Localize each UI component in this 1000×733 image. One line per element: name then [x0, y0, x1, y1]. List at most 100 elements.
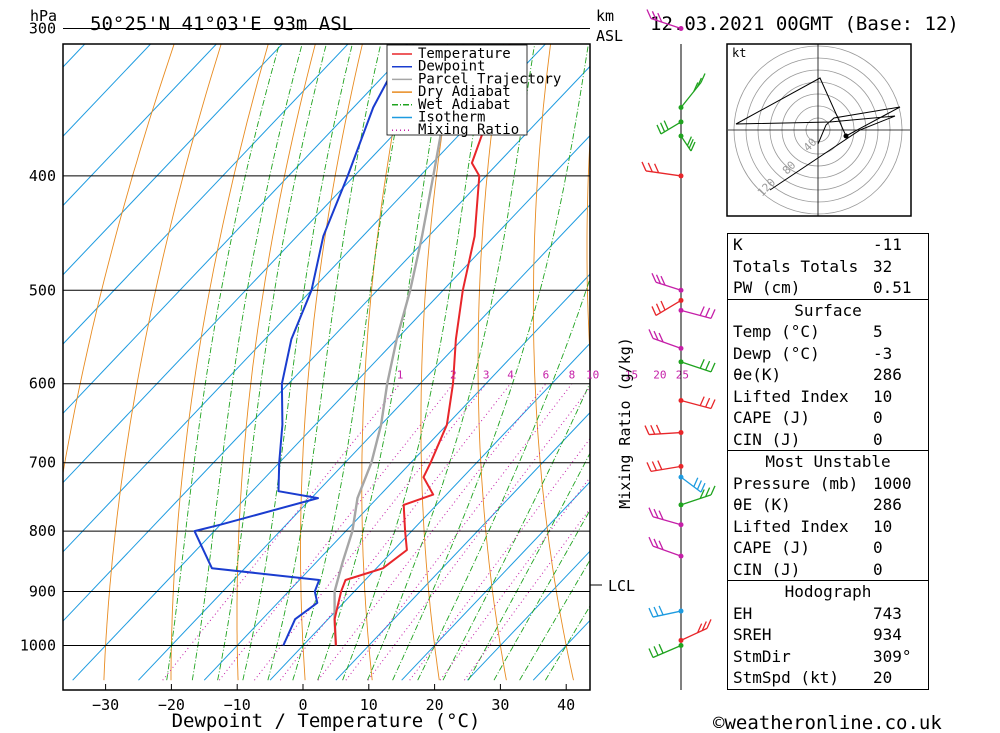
pressure-tick-label: 700: [29, 454, 56, 472]
mixing-ratio-line: [345, 383, 573, 681]
wind-barb-flag: [654, 163, 660, 173]
legend-label: Isotherm: [418, 110, 485, 126]
temperature-tick-label: −10: [224, 696, 251, 714]
row-label: EH: [733, 603, 753, 623]
wind-barb-flag: [660, 122, 666, 133]
unstable-heading: Most Unstable: [765, 452, 891, 471]
isotherm-line: [63, 44, 349, 345]
row-value: 0.51: [873, 278, 912, 297]
row-label: StmSpd (kt): [733, 668, 839, 687]
table-row: Temp (°C) 5: [728, 321, 928, 343]
wind-barb-flag: [705, 487, 711, 497]
legend-label: Dry Adiabat: [418, 84, 511, 100]
wind-barb: [652, 644, 682, 659]
row-value: -3: [873, 343, 893, 363]
wind-barb-flag: [693, 477, 699, 488]
pressure-tick-label: 300: [29, 20, 56, 38]
row-value: 286: [873, 365, 902, 384]
mixing-ratio-label: 4: [507, 369, 514, 382]
wind-level-dot: [678, 119, 684, 125]
wind-barb-flag: [656, 124, 662, 135]
mixing-ratio-label: 10: [586, 369, 599, 382]
table-unstable-section: Most Unstable Pressure (mb) 1000 θE (K) 28…: [728, 450, 928, 580]
isotherm-line: [63, 44, 415, 415]
row-value: 0: [873, 559, 883, 579]
wet-adiabat-line: [392, 44, 589, 681]
wind-level-dot: [678, 430, 684, 436]
row-value: 10: [873, 386, 893, 406]
wind-barb-flag: [651, 461, 657, 471]
isotherm-line: [72, 134, 590, 681]
legend-label: Wet Adiabat: [418, 97, 511, 113]
row-label: Dewp (°C): [733, 343, 820, 363]
table-row: CAPE (J) 0: [728, 407, 928, 429]
dry-adiabat-line: [477, 44, 507, 681]
wind-level-dot: [678, 173, 684, 179]
table-row: PW (cm) 0.51: [728, 277, 928, 299]
wind-barb-flag: [700, 482, 706, 493]
wind-barb-flag: [648, 507, 654, 517]
row-label: SREH: [733, 625, 772, 644]
table-row: Lifted Index 10: [728, 386, 928, 408]
wind-barb-flag: [653, 538, 659, 549]
wind-barb: [680, 494, 712, 506]
wind-barb: [680, 135, 692, 152]
location-title: 50°25'N 41°03'E 93m ASL: [90, 13, 353, 35]
wind-level-dot: [678, 522, 684, 528]
wind-level-dot: [678, 287, 684, 293]
asl-unit: ASL: [596, 27, 623, 45]
dry-adiabat-line: [361, 44, 410, 681]
isotherm-line: [63, 44, 218, 207]
row-value: 10: [873, 516, 893, 536]
row-value: 0: [873, 408, 883, 427]
wind-barb-flag: [693, 82, 699, 92]
pressure-tick-label: 1000: [20, 637, 56, 655]
wind-level-dot: [678, 553, 684, 559]
wind-barb-flag: [658, 643, 664, 654]
dry-adiabat-line: [973, 29, 1000, 681]
wet-adiabat-line: [468, 452, 590, 681]
mixing-ratio-axis-label: Mixing Ratio (g/kg): [616, 337, 634, 509]
wet-adiabat-line: [342, 44, 489, 681]
row-label: Temp (°C): [733, 322, 820, 341]
row-value: 0: [873, 429, 883, 449]
temperature-tick-label: 0: [298, 696, 307, 714]
row-label: Lifted Index: [733, 516, 849, 536]
isotherm-line: [63, 44, 547, 553]
mixing-ratio-line: [439, 476, 590, 681]
wind-barb-column: [641, 9, 716, 690]
temperature-tick-label: 40: [557, 696, 575, 714]
wind-level-dot: [678, 608, 684, 614]
mixing-ratio-labels: 1 2 3 4 6 8 10 15 20 25: [397, 369, 689, 382]
wind-barb-flag: [686, 136, 692, 146]
mixing-ratio-label: 20: [653, 369, 666, 382]
wet-adiabat-line: [292, 44, 413, 681]
wind-barb-flag: [648, 648, 654, 658]
wind-barb-flag: [699, 489, 705, 499]
isotherm-line: [63, 44, 481, 484]
x-axis-label: Dewpoint / Temperature (°C): [172, 710, 481, 732]
pressure-axis: 300 400 500 600 700 800 900 1000: [20, 20, 56, 655]
wind-barb-flag: [655, 303, 662, 313]
mixing-ratio-label: 6: [543, 369, 550, 382]
row-value: 286: [873, 495, 902, 514]
table-row: θe(K) 286: [728, 364, 928, 386]
wind-barb-flag: [657, 12, 663, 23]
pressure-tick-label: 500: [29, 281, 56, 299]
isotherm-line: [467, 550, 590, 681]
isotherm-line: [203, 273, 590, 681]
wind-level-dot: [678, 26, 684, 32]
wind-barb-flag: [699, 306, 705, 316]
dry-adiabat-line: [103, 44, 222, 681]
wind-level-dot: [678, 398, 684, 404]
mixing-ratio-line: [409, 437, 590, 681]
wind-level-dot: [678, 345, 684, 351]
wind-barb-flag: [696, 480, 702, 490]
wind-barb-flag: [699, 396, 705, 406]
wind-barb: [680, 476, 702, 493]
mixing-ratio-label: 8: [569, 369, 576, 382]
mixing-ratio-label: 25: [676, 369, 689, 382]
